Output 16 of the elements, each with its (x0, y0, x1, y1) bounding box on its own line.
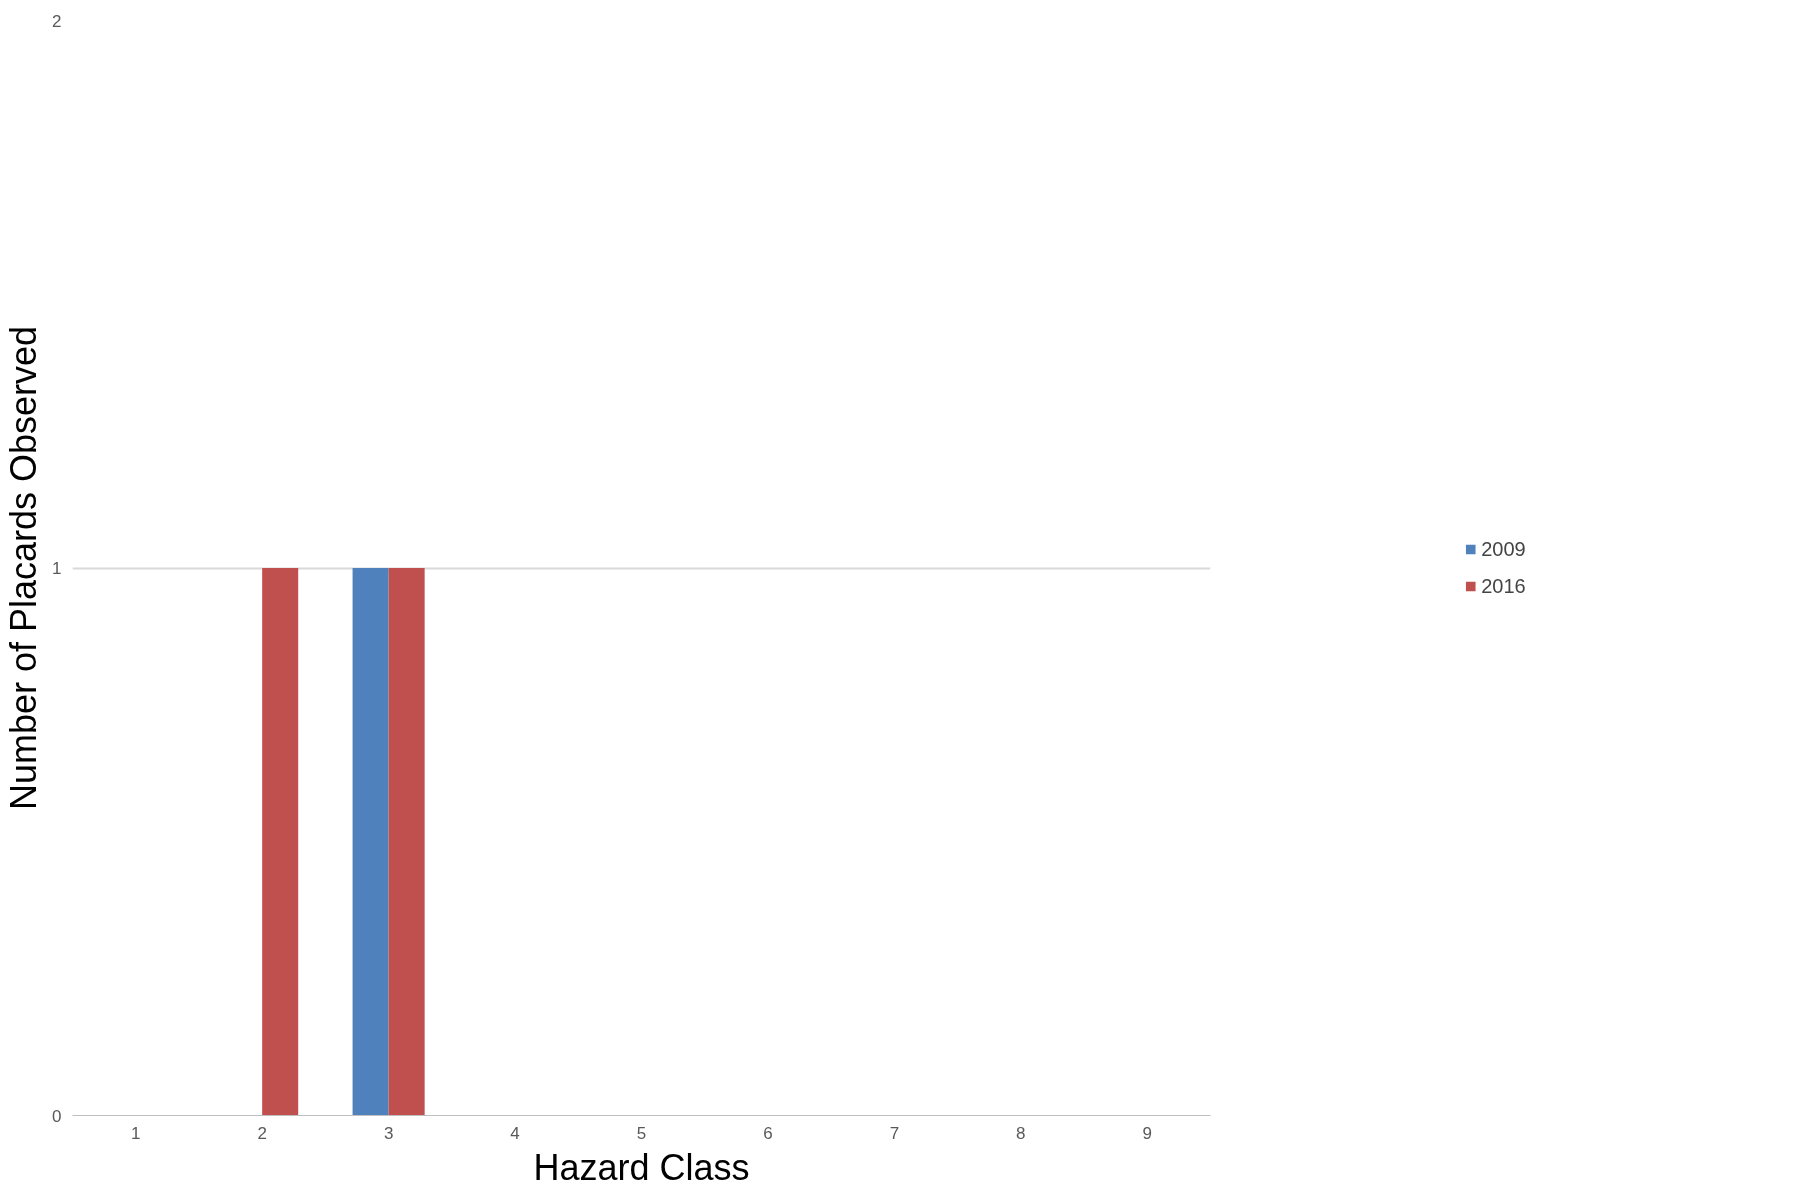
x-axis-title: Hazard Class (533, 1146, 750, 1188)
legend-label: 2016 (1481, 574, 1526, 598)
y-tick-label: 0 (52, 1106, 62, 1126)
y-axis-title: Number of Placards Observed (3, 325, 45, 811)
x-tick-label: 6 (763, 1123, 773, 1143)
legend-label: 2009 (1481, 537, 1526, 561)
x-tick-label: 7 (889, 1123, 900, 1143)
x-tick-label: 9 (1142, 1123, 1153, 1143)
x-tick-label: 1 (130, 1123, 141, 1143)
x-tick-label: 4 (510, 1123, 520, 1143)
x-tick-label: 2 (257, 1123, 267, 1143)
x-tick-label: 8 (1016, 1123, 1026, 1143)
y-tick-label: 2 (52, 11, 62, 31)
y-tick-label: 1 (52, 559, 62, 578)
x-tick-label: 5 (636, 1123, 647, 1143)
x-tick-label: 3 (383, 1123, 394, 1143)
